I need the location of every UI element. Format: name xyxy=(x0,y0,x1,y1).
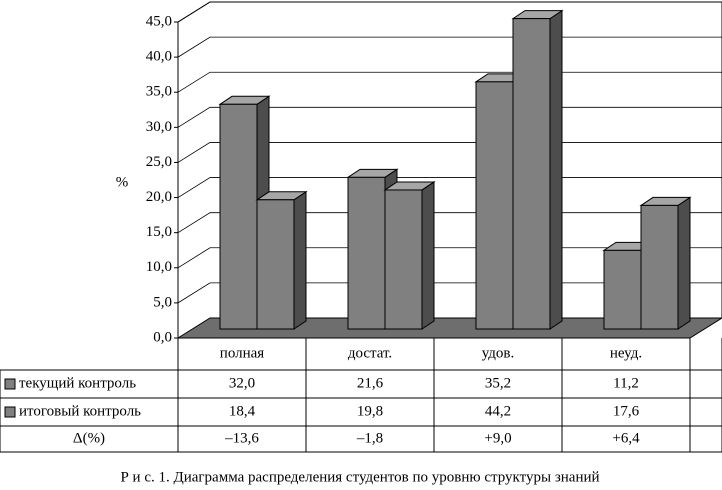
bar xyxy=(603,249,642,330)
table-value: 19,8 xyxy=(357,403,383,419)
bar-side xyxy=(421,181,435,330)
y-tick-label: 25,0 xyxy=(146,154,172,170)
table-value: 44,2 xyxy=(485,403,511,419)
grid-line xyxy=(177,36,722,58)
bar-side xyxy=(293,190,307,330)
y-tick-label: 5,0 xyxy=(153,294,172,310)
table-value: 18,4 xyxy=(229,403,256,419)
legend-label: итоговый контроль xyxy=(19,403,141,419)
caption: Р и с. 1. Диаграмма распределения студен… xyxy=(120,469,599,485)
y-axis-label: % xyxy=(116,174,129,190)
x-tick-label: достат. xyxy=(348,345,392,361)
delta-value: –1,8 xyxy=(356,430,383,446)
grid-line xyxy=(177,1,722,23)
x-tick-label: полная xyxy=(220,345,265,361)
delta-value: –13,6 xyxy=(224,430,259,446)
bar-side xyxy=(677,196,691,330)
delta-label: Δ(%) xyxy=(73,430,105,446)
x-tick-label: неуд. xyxy=(610,345,642,361)
table-value: 21,6 xyxy=(357,375,384,391)
y-tick-label: 15,0 xyxy=(146,224,172,240)
x-tick-label: удов. xyxy=(482,345,515,361)
legend-label: текущий контроль xyxy=(19,375,136,391)
y-tick-label: 30,0 xyxy=(146,119,172,135)
bar xyxy=(347,176,386,330)
delta-value: +9,0 xyxy=(484,430,511,446)
table-value: 32,0 xyxy=(229,375,255,391)
bar xyxy=(640,204,679,330)
table-value: 17,6 xyxy=(613,403,640,419)
table-value: 11,2 xyxy=(613,375,639,391)
grid-line xyxy=(177,71,722,93)
bar-side xyxy=(549,9,563,330)
y-tick-label: 45,0 xyxy=(146,13,172,29)
y-tick-label: 40,0 xyxy=(146,49,172,65)
bar xyxy=(384,189,423,330)
y-tick-label: 35,0 xyxy=(146,84,172,100)
legend-swatch xyxy=(4,378,16,390)
y-tick-label: 20,0 xyxy=(146,189,172,205)
bar xyxy=(256,199,295,330)
bar xyxy=(475,81,514,330)
legend-swatch xyxy=(4,406,16,418)
bar xyxy=(512,18,551,330)
delta-value: +6,4 xyxy=(612,430,640,446)
bar xyxy=(219,103,258,330)
floor xyxy=(176,317,722,339)
y-tick-label: 10,0 xyxy=(146,259,172,275)
y-tick-label: 0,0 xyxy=(153,329,172,345)
table-value: 35,2 xyxy=(485,375,511,391)
